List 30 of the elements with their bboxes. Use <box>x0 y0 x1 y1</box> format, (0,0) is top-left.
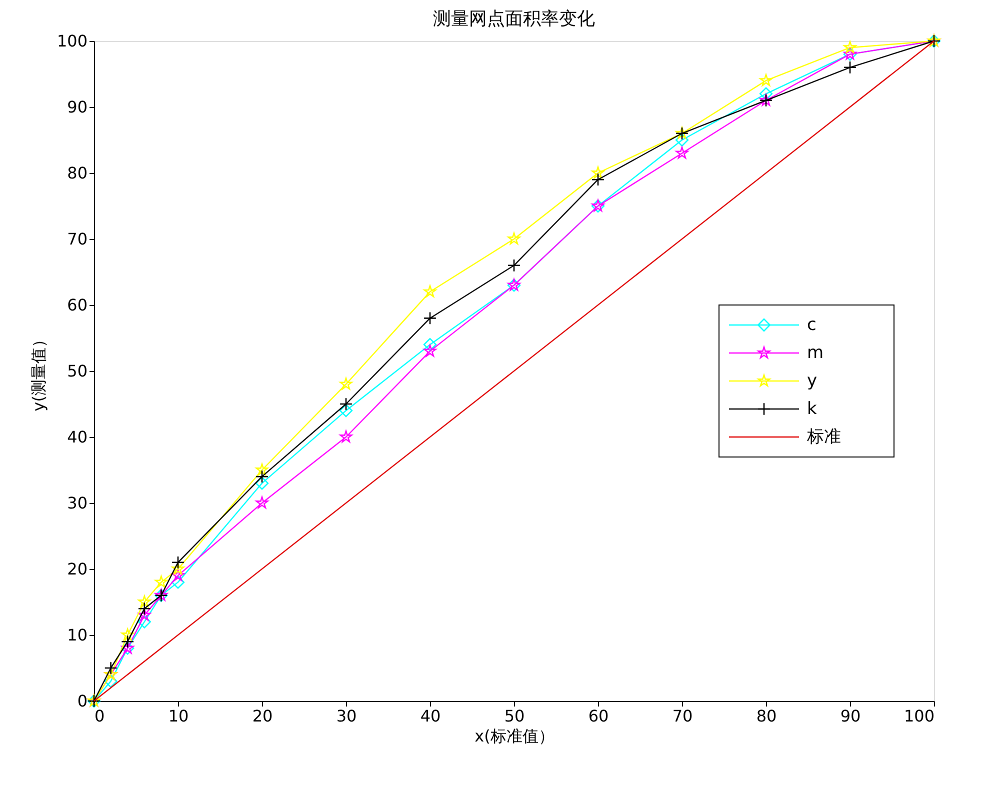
x-tick-label: 30 <box>336 706 357 726</box>
x-tick-label: 20 <box>252 706 273 726</box>
x-tick-label: 90 <box>840 706 861 726</box>
y-tick-label: 20 <box>67 560 88 578</box>
legend-label: m <box>807 343 824 363</box>
y-tick-label: 0 <box>77 692 88 710</box>
y-tick-label: 100 <box>56 32 88 50</box>
y-tick-label: 50 <box>67 362 88 380</box>
x-tick-label: 70 <box>672 706 693 726</box>
x-tick-label: 100 <box>904 706 934 726</box>
y-tick-label: 90 <box>67 98 88 116</box>
x-tick-label: 50 <box>504 706 525 726</box>
x-tick-label: 40 <box>420 706 441 726</box>
y-tick-label: 10 <box>67 626 88 644</box>
legend-label: 标准 <box>806 427 841 447</box>
x-tick-label: 80 <box>756 706 777 726</box>
y-axis-title: y(测量值） <box>28 332 48 412</box>
y-tick-label: 70 <box>67 230 88 248</box>
x-tick-label: 60 <box>588 706 609 726</box>
x-tick-label: 0 <box>94 706 105 726</box>
legend-label: y <box>807 371 818 391</box>
y-tick-label: 60 <box>67 296 88 314</box>
legend-label: k <box>807 399 817 419</box>
y-tick-label: 80 <box>67 164 88 182</box>
chart-title: 测量网点面积率变化 <box>433 8 595 30</box>
y-tick-label: 30 <box>67 494 88 512</box>
x-axis-title: x(标准值） <box>474 726 554 746</box>
legend-label: c <box>807 315 816 335</box>
y-tick-label: 40 <box>67 428 88 446</box>
x-tick-label: 10 <box>168 706 189 726</box>
